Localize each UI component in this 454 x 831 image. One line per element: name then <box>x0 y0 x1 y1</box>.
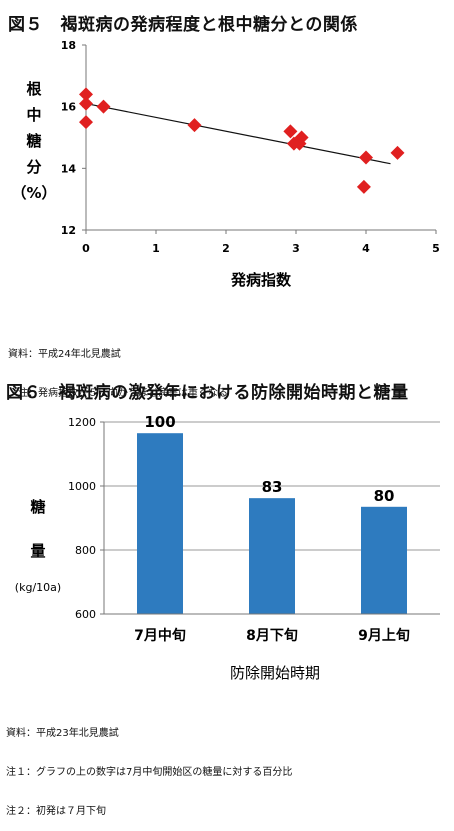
fig6-title: 図６ 褐斑病の激発年における防除開始時期と糖量 <box>6 383 409 403</box>
fig6-y-tick-label: 1000 <box>68 480 96 493</box>
fig6-axes <box>103 422 440 615</box>
fig6-data-labels: 100 83 80 <box>144 413 394 505</box>
fig5-data-point <box>292 136 307 151</box>
fig5-data-point <box>356 179 371 194</box>
fig6-y-axis-label: 糖量 <box>30 498 45 560</box>
fig5-points <box>79 87 405 194</box>
fig6-x-tick-labels: 7月中旬 8月下旬 9月上旬 <box>134 627 410 644</box>
fig5-y-axis-label-char: （%） <box>11 184 56 202</box>
fig6-x-tick-label: 7月中旬 <box>134 627 186 644</box>
fig6-bar <box>249 498 295 614</box>
fig5-title: 図５ 褐斑病の発病程度と根中糖分との関係 <box>8 15 358 35</box>
fig5-axes <box>85 45 436 231</box>
fig5-y-axis-label: 根中糖分 （%） <box>11 80 56 202</box>
fig5-data-point <box>79 87 93 102</box>
fig5-x-tick-label: 3 <box>292 242 300 255</box>
fig5-y-tick-label: 16 <box>61 101 77 114</box>
fig5-data-point <box>283 124 298 139</box>
fig5-trendline-line <box>85 102 391 165</box>
fig6-data-label: 80 <box>374 487 395 505</box>
fig5-y-tick-label: 18 <box>61 39 76 52</box>
fig5-data-point <box>390 145 405 160</box>
fig5-data-point <box>187 118 202 133</box>
fig5-data-point <box>359 150 373 165</box>
fig5-y-tick-label: 12 <box>61 224 76 237</box>
fig6-y-axis-label-char: 量 <box>30 542 45 560</box>
fig6-notes: 資料：平成23年北見農試 注１：グラフの上の数字は7月中旬開始区の糖量に対する百… <box>6 701 292 831</box>
fig5-x-tick-labels: 0 1 2 3 4 5 <box>82 230 440 255</box>
fig6-x-axis-label: 防除開始時期 <box>230 664 320 682</box>
fig6-y-tick-label: 800 <box>75 544 96 557</box>
fig6-data-label: 83 <box>262 478 283 496</box>
fig5-y-axis-label-char: 糖 <box>26 132 41 150</box>
fig5-notes: 資料：平成24年北見農試 注：発病指数が５に向かうほど病害は重くなる <box>8 322 228 413</box>
fig5-x-axis-label: 発病指数 <box>230 271 292 289</box>
fig6-bar <box>137 433 183 614</box>
fig5-y-axis-label-char: 中 <box>26 106 41 124</box>
fig5-data-point <box>96 99 111 114</box>
fig5-y-axis-label-char: 根 <box>26 80 41 98</box>
fig5-x-tick-label: 4 <box>362 242 370 255</box>
fig5-y-tick-label: 14 <box>61 162 77 175</box>
fig5-x-tick-label: 5 <box>432 242 440 255</box>
fig5-x-tick-label: 2 <box>222 242 230 255</box>
fig5-x-tick-label: 0 <box>82 242 90 255</box>
fig5-data-point <box>294 130 309 145</box>
fig5-trendline <box>85 102 391 165</box>
fig6-data-label: 100 <box>144 413 175 431</box>
fig6-note-1: 注１：グラフの上の数字は7月中旬開始区の糖量に対する百分比 <box>6 767 293 778</box>
fig6-note-2: 注２：初発は７月下旬 <box>6 806 106 817</box>
fig6-x-tick-label: 9月上旬 <box>358 627 410 644</box>
fig6-bar <box>361 506 407 614</box>
fig6-note-source: 資料：平成23年北見農試 <box>6 728 119 739</box>
fig6-x-tick-label: 8月下旬 <box>246 627 298 644</box>
fig5-note-source: 資料：平成24年北見農試 <box>8 349 121 360</box>
fig6-y-tick-label: 1200 <box>68 416 96 429</box>
fig6-bars <box>137 433 407 614</box>
fig5-note-1: 注：発病指数が５に向かうほど病害は重くなる <box>8 388 228 399</box>
fig5-data-point <box>79 96 93 111</box>
fig5-x-tick-label: 1 <box>152 242 160 255</box>
fig5-y-tick-labels: 12 14 16 18 <box>61 39 86 237</box>
fig6-y-unit: (kg/10a) <box>15 581 61 594</box>
fig5-y-axis-label-char: 分 <box>26 158 41 176</box>
fig6-y-tick-labels: 600 800 1000 1200 <box>68 416 104 621</box>
fig5-data-point <box>79 115 93 130</box>
fig6-y-tick-label: 600 <box>75 608 96 621</box>
fig6-y-axis-label-char: 糖 <box>30 498 45 516</box>
